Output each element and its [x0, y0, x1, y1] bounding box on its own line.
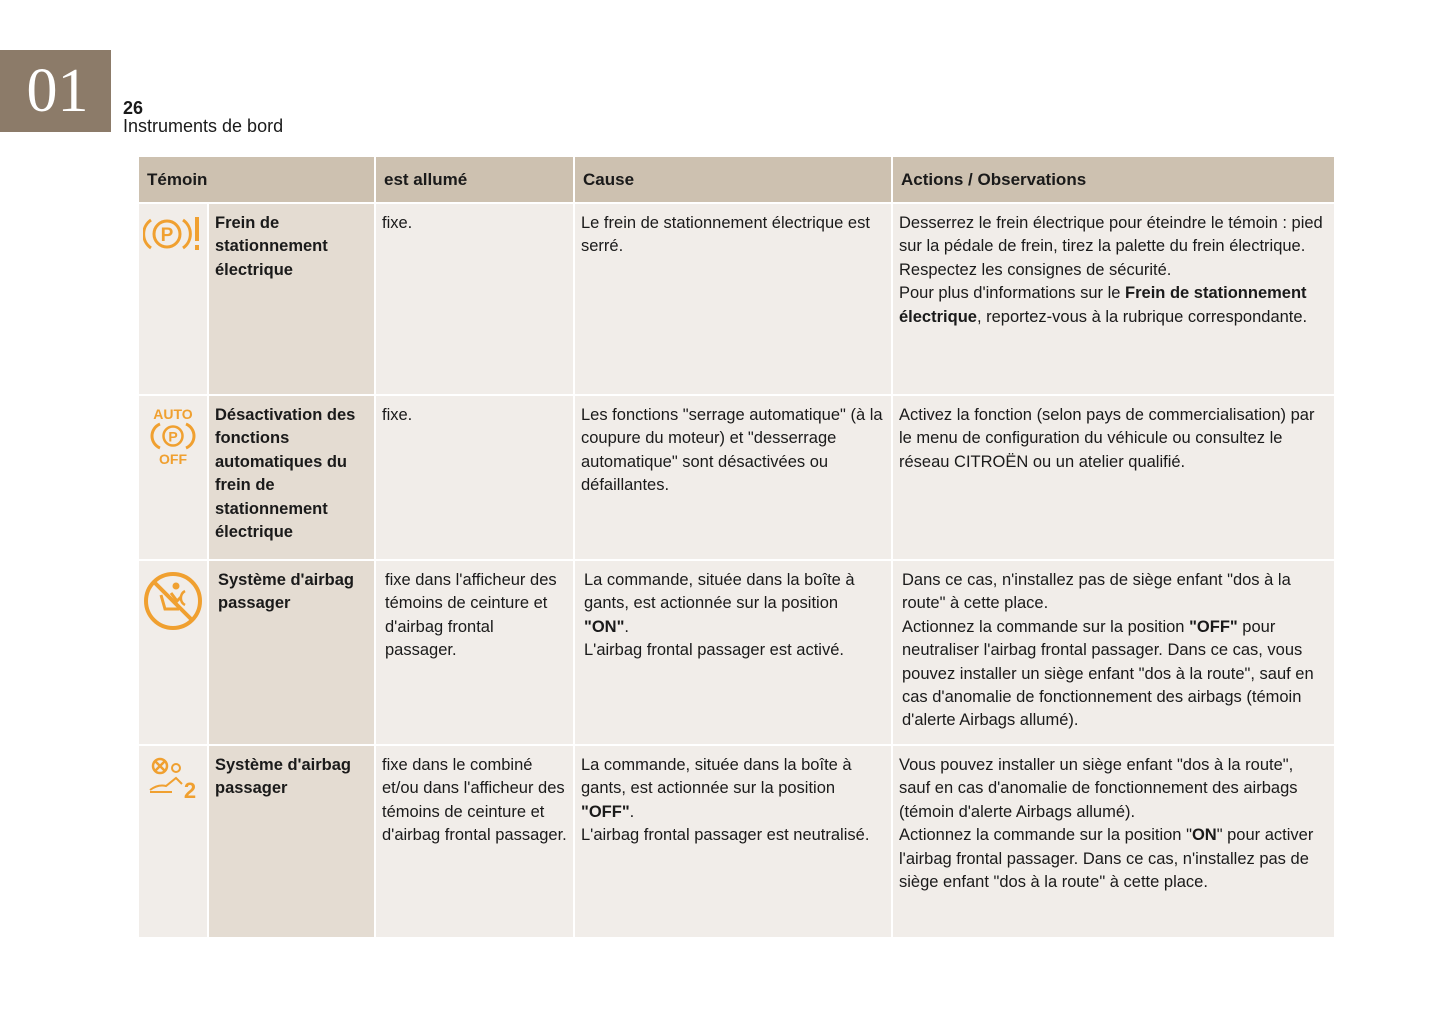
cause: Les fonctions "serrage automatique" (à l…: [575, 396, 891, 559]
actions: Vous pouvez installer un siège enfant "d…: [893, 746, 1334, 937]
svg-text:2: 2: [184, 778, 196, 802]
table-row: AUTO P OFF Désactivation des fonctions a…: [139, 396, 1334, 559]
lit-status: fixe dans le combiné et/ou dans l'affich…: [376, 746, 573, 937]
cause: Le frein de stationnement électrique est…: [575, 204, 891, 394]
table-row: 2 Système d'airbag passager fixe dans le…: [139, 746, 1334, 937]
header-actions: Actions / Observations: [893, 157, 1334, 202]
header-temoin: Témoin: [139, 157, 374, 202]
table-header-row: Témoin est allumé Cause Actions / Observ…: [139, 157, 1334, 202]
svg-text:P: P: [161, 225, 174, 246]
passenger-airbag-deactivated-icon: 2: [149, 757, 196, 802]
cause: La commande, située dans la boîte à gant…: [575, 746, 891, 937]
warning-name: Désactivation des fonctions automatiques…: [209, 396, 374, 559]
table-row: P Frein de stationnement électrique fixe…: [139, 204, 1334, 394]
warning-name: Système d'airbag passager: [209, 746, 374, 937]
actions: Dans ce cas, n'installez pas de siège en…: [893, 561, 1334, 744]
auto-parking-brake-off-icon: AUTO P OFF: [150, 406, 196, 466]
table-row: Système d'airbag passager fixe dans l'af…: [139, 561, 1334, 744]
warning-name: Système d'airbag passager: [209, 561, 374, 744]
svg-text:AUTO: AUTO: [153, 406, 193, 422]
warning-lights-table: Témoin est allumé Cause Actions / Observ…: [137, 155, 1336, 939]
section-title: Instruments de bord: [123, 116, 284, 136]
lit-status: fixe dans l'afficheur des témoins de cei…: [376, 561, 573, 744]
actions: Desserrez le frein électrique pour étein…: [893, 204, 1334, 394]
lit-status: fixe.: [376, 396, 573, 559]
icon-cell: AUTO P OFF: [139, 396, 207, 559]
warning-name: Frein de stationnement électrique: [209, 204, 374, 394]
parking-brake-warning-icon: P: [143, 217, 199, 250]
actions: Activez la fonction (selon pays de comme…: [893, 396, 1334, 559]
page-number: 26: [123, 98, 144, 118]
passenger-airbag-off-icon: [144, 572, 202, 630]
chapter-tab: 01: [0, 50, 111, 132]
cause: La commande, située dans la boîte à gant…: [575, 561, 891, 744]
lit-status: fixe.: [376, 204, 573, 394]
header-est-allume: est allumé: [376, 157, 573, 202]
icon-cell: [139, 561, 207, 744]
svg-text:OFF: OFF: [159, 451, 187, 466]
icon-cell: 2: [139, 746, 207, 937]
svg-text:P: P: [168, 429, 177, 445]
header-cause: Cause: [575, 157, 891, 202]
icon-cell: P: [139, 204, 207, 394]
